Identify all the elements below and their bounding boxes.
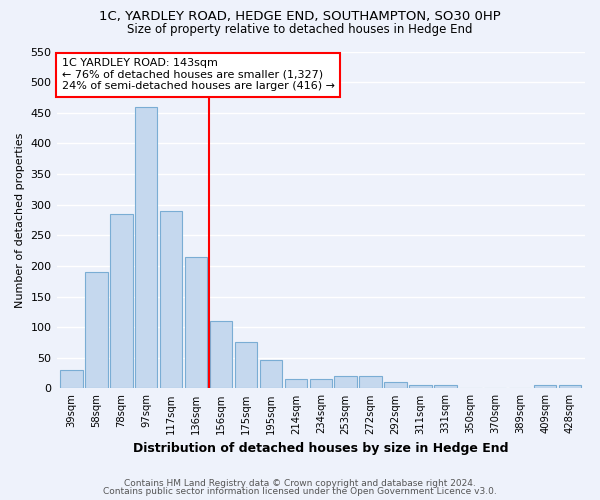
Bar [260,360,282,388]
Text: 1C YARDLEY ROAD: 143sqm
← 76% of detached houses are smaller (1,327)
24% of semi: 1C YARDLEY ROAD: 143sqm ← 76% of detache… [62,58,335,92]
Y-axis label: Number of detached properties: Number of detached properties [15,132,25,308]
Bar [60,370,83,388]
Bar [434,386,457,388]
Bar [559,386,581,388]
Bar [210,321,232,388]
Bar [160,211,182,388]
Bar [385,382,407,388]
Bar [310,379,332,388]
Bar [409,386,431,388]
Bar [185,256,208,388]
Bar [85,272,107,388]
Text: 1C, YARDLEY ROAD, HEDGE END, SOUTHAMPTON, SO30 0HP: 1C, YARDLEY ROAD, HEDGE END, SOUTHAMPTON… [99,10,501,23]
Text: Size of property relative to detached houses in Hedge End: Size of property relative to detached ho… [127,22,473,36]
Bar [284,379,307,388]
Text: Contains HM Land Registry data © Crown copyright and database right 2024.: Contains HM Land Registry data © Crown c… [124,478,476,488]
Bar [110,214,133,388]
X-axis label: Distribution of detached houses by size in Hedge End: Distribution of detached houses by size … [133,442,509,455]
Bar [235,342,257,388]
Bar [534,386,556,388]
Bar [359,376,382,388]
Bar [135,106,157,388]
Bar [334,376,357,388]
Text: Contains public sector information licensed under the Open Government Licence v3: Contains public sector information licen… [103,487,497,496]
